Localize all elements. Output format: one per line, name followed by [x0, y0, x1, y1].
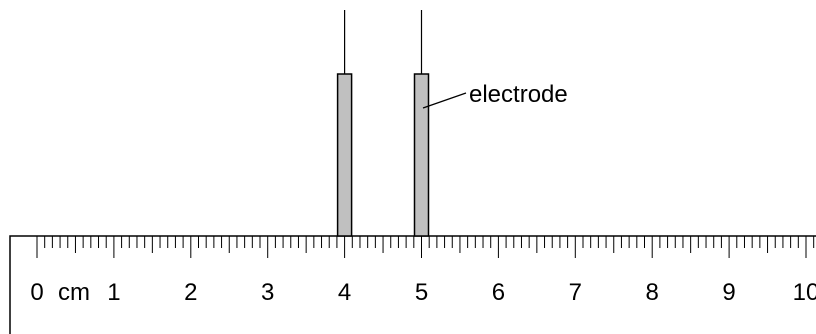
tick-label-2: 2: [184, 279, 197, 306]
tick-label-4: 4: [338, 279, 351, 306]
tick-label-7: 7: [569, 279, 582, 306]
electrode-callout: electrode: [422, 81, 568, 109]
callout-leader-line: [422, 92, 467, 109]
electrodes: [336, 10, 430, 237]
tick-label-6: 6: [492, 279, 505, 306]
ruler: 0 1 2 3 4 5 6 7 8 9 10 cm: [9, 235, 816, 334]
callout-label: electrode: [469, 81, 568, 108]
ruler-outline: [9, 235, 816, 334]
tick-label-5: 5: [415, 279, 428, 306]
tick-label-9: 9: [722, 279, 735, 306]
tick-label-1: 1: [107, 279, 120, 306]
ruler-unit-label: cm: [58, 279, 90, 306]
tick-label-8: 8: [646, 279, 659, 306]
tick-label-0: 0: [30, 279, 43, 306]
electrode-2: [413, 73, 430, 237]
tick-label-3: 3: [261, 279, 274, 306]
tick-label-10: 10: [793, 279, 816, 306]
ruler-ticks: [36, 236, 815, 258]
electrode-1: [336, 73, 353, 237]
ruler-labels: 0 1 2 3 4 5 6 7 8 9 10: [30, 279, 816, 306]
